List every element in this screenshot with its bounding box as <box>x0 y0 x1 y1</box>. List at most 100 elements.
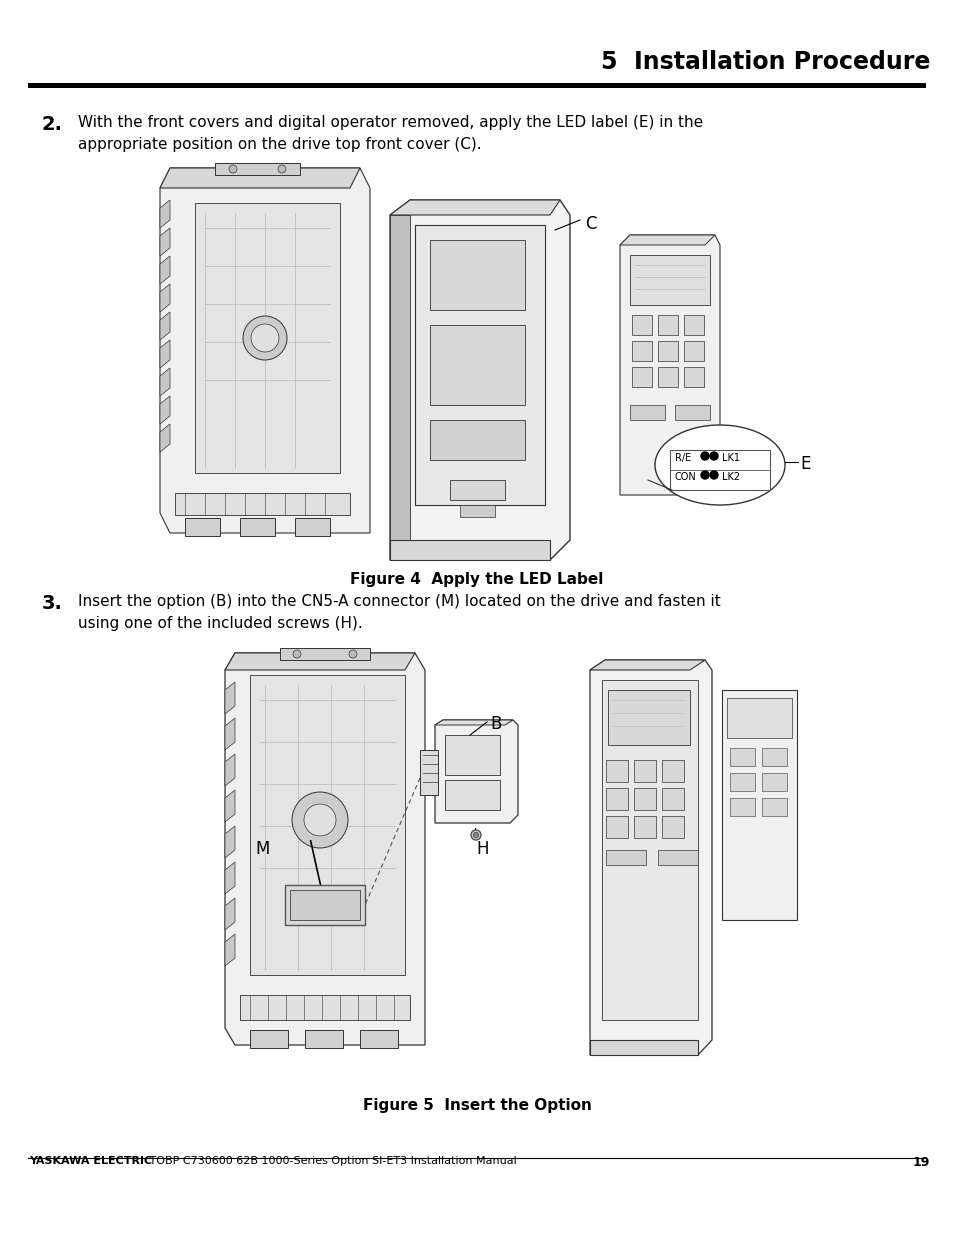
Polygon shape <box>160 368 170 396</box>
Text: LK1: LK1 <box>721 453 740 463</box>
Polygon shape <box>225 653 424 1045</box>
Polygon shape <box>390 200 559 215</box>
Bar <box>605 787 627 810</box>
Circle shape <box>709 471 718 479</box>
Text: 5  Installation Procedure: 5 Installation Procedure <box>600 50 929 74</box>
Polygon shape <box>589 1040 698 1055</box>
Text: YASKAWA ELECTRIC: YASKAWA ELECTRIC <box>29 1156 152 1167</box>
Bar <box>658 367 678 387</box>
Text: Figure 4  Apply the LED Label: Figure 4 Apply the LED Label <box>350 572 603 587</box>
Bar <box>294 518 330 536</box>
Bar <box>729 748 754 766</box>
Bar <box>683 341 703 361</box>
Bar <box>185 518 220 536</box>
Polygon shape <box>619 236 714 246</box>
Circle shape <box>292 792 348 848</box>
Polygon shape <box>160 167 370 533</box>
Circle shape <box>243 316 287 360</box>
Bar <box>174 494 350 515</box>
Polygon shape <box>390 200 569 560</box>
Bar <box>280 649 370 660</box>
Bar <box>658 315 678 335</box>
Bar <box>629 405 664 420</box>
Text: 19: 19 <box>912 1156 929 1169</box>
Polygon shape <box>390 215 410 539</box>
Circle shape <box>251 324 278 352</box>
Circle shape <box>349 650 356 658</box>
Circle shape <box>473 832 478 837</box>
Bar <box>683 367 703 387</box>
Bar <box>726 698 791 738</box>
Bar <box>430 241 524 310</box>
Polygon shape <box>160 312 170 340</box>
Bar <box>605 849 645 866</box>
Bar <box>240 994 410 1021</box>
Polygon shape <box>160 424 170 453</box>
Polygon shape <box>160 200 170 228</box>
Bar <box>430 420 524 460</box>
Polygon shape <box>589 660 711 1055</box>
Polygon shape <box>225 826 234 858</box>
Bar <box>661 816 683 838</box>
Circle shape <box>277 165 286 174</box>
Polygon shape <box>589 660 704 670</box>
Bar <box>415 224 544 505</box>
Bar <box>661 760 683 782</box>
Bar <box>605 816 627 838</box>
Text: E: E <box>800 455 809 472</box>
Bar <box>601 680 698 1021</box>
Bar <box>28 83 925 88</box>
Bar <box>285 885 365 925</box>
Bar <box>250 675 405 975</box>
Text: M: M <box>254 839 269 858</box>
Bar <box>240 518 274 536</box>
Polygon shape <box>435 720 513 725</box>
Text: using one of the included screws (H).: using one of the included screws (H). <box>78 616 362 631</box>
Bar <box>194 203 339 472</box>
Text: Figure 5  Insert the Option: Figure 5 Insert the Option <box>362 1097 591 1114</box>
Polygon shape <box>225 682 234 714</box>
Text: 3.: 3. <box>42 594 63 613</box>
Polygon shape <box>160 340 170 368</box>
Polygon shape <box>225 754 234 786</box>
Bar <box>631 367 651 387</box>
Text: appropriate position on the drive top front cover (C).: appropriate position on the drive top fr… <box>78 136 481 153</box>
Bar <box>359 1030 397 1048</box>
Text: B: B <box>490 715 501 733</box>
Bar <box>444 735 499 775</box>
Polygon shape <box>390 539 550 560</box>
Text: LK2: LK2 <box>721 472 740 482</box>
Polygon shape <box>160 284 170 312</box>
Bar <box>607 689 689 745</box>
Bar <box>305 1030 343 1048</box>
Polygon shape <box>619 236 720 495</box>
Bar <box>634 760 656 782</box>
Bar <box>669 450 769 490</box>
Bar <box>430 325 524 405</box>
Polygon shape <box>160 167 359 188</box>
Bar <box>444 780 499 810</box>
Bar <box>459 505 495 517</box>
Circle shape <box>229 165 236 174</box>
Bar <box>761 773 786 791</box>
Bar <box>658 849 698 866</box>
Circle shape <box>304 804 335 836</box>
Text: H: H <box>476 839 488 858</box>
Text: C: C <box>584 215 596 233</box>
Polygon shape <box>225 790 234 822</box>
Bar <box>683 315 703 335</box>
Circle shape <box>709 453 718 460</box>
Polygon shape <box>225 898 234 930</box>
Bar <box>634 816 656 838</box>
Circle shape <box>293 650 301 658</box>
Bar <box>214 162 299 175</box>
Bar <box>631 341 651 361</box>
Polygon shape <box>160 228 170 255</box>
Polygon shape <box>435 720 517 823</box>
Bar <box>675 405 709 420</box>
Circle shape <box>700 471 708 479</box>
Text: TOBP C730600 62B 1000-Series Option SI-ET3 Installation Manual: TOBP C730600 62B 1000-Series Option SI-E… <box>147 1156 517 1167</box>
Bar <box>661 787 683 810</box>
Polygon shape <box>225 653 415 670</box>
Bar <box>631 315 651 335</box>
